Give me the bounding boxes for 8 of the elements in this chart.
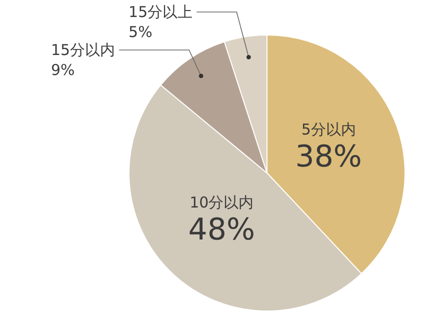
slice-label: 5分以内 [301,120,356,139]
slice-label: 15分以内 [50,41,116,59]
data-label: 9% [50,61,75,79]
data-label: 5% [128,23,152,41]
data-label: 48% [188,212,255,248]
slice-label: 10分以内 [190,193,254,212]
data-label: 38% [295,140,362,175]
slice-label: 15分以上 [128,3,193,21]
